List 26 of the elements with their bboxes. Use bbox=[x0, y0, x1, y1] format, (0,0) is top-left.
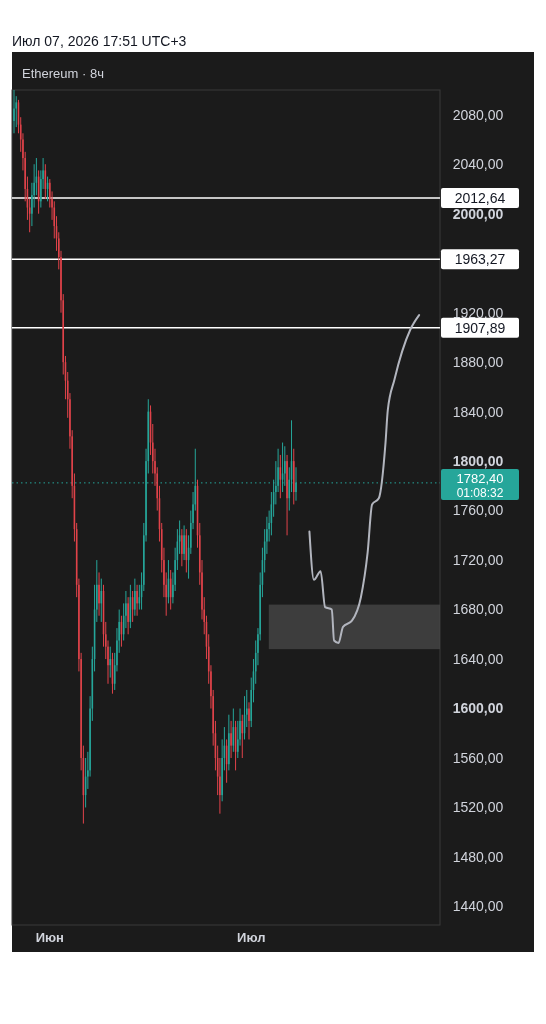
x-tick-label: Июн bbox=[35, 930, 64, 945]
y-tick-label: 1840,00 bbox=[452, 403, 504, 420]
y-tick-label: 1800,00 bbox=[452, 453, 504, 470]
y-tick-label: 2000,00 bbox=[452, 205, 504, 222]
y-tick-label: 1920,00 bbox=[452, 304, 504, 321]
text: 01:08:32 bbox=[456, 486, 504, 501]
y-tick-label: 1720,00 bbox=[452, 551, 504, 568]
y-tick-label: 1520,00 bbox=[452, 799, 504, 816]
y-tick-label: 1560,00 bbox=[452, 749, 504, 766]
chart-subtitle: Июл 07, 2026 17:51 UTC+3 bbox=[12, 33, 187, 49]
y-tick-label: 1880,00 bbox=[452, 354, 504, 371]
ref-line-label: 2012,64 bbox=[454, 189, 506, 206]
y-tick-label: 1480,00 bbox=[452, 848, 504, 865]
ref-line-label: 1782,40 bbox=[456, 471, 504, 487]
y-tick-label: 1440,00 bbox=[452, 898, 504, 915]
line-series bbox=[308, 314, 421, 644]
y-tick-label: 1680,00 bbox=[452, 601, 504, 618]
ref-line-label: 1907,89 bbox=[454, 319, 506, 336]
ref-line-label: 1963,27 bbox=[454, 251, 506, 268]
y-tick-label: 1760,00 bbox=[452, 502, 504, 519]
chart-title: Ethereum · 8ч bbox=[22, 66, 104, 81]
y-tick-label: 1640,00 bbox=[452, 650, 504, 667]
y-tick-label: 2080,00 bbox=[452, 106, 504, 123]
x-tick-label: Июл bbox=[237, 930, 266, 945]
y-tick-label: 2040,00 bbox=[452, 156, 504, 173]
y-tick-label: 1600,00 bbox=[452, 700, 504, 717]
